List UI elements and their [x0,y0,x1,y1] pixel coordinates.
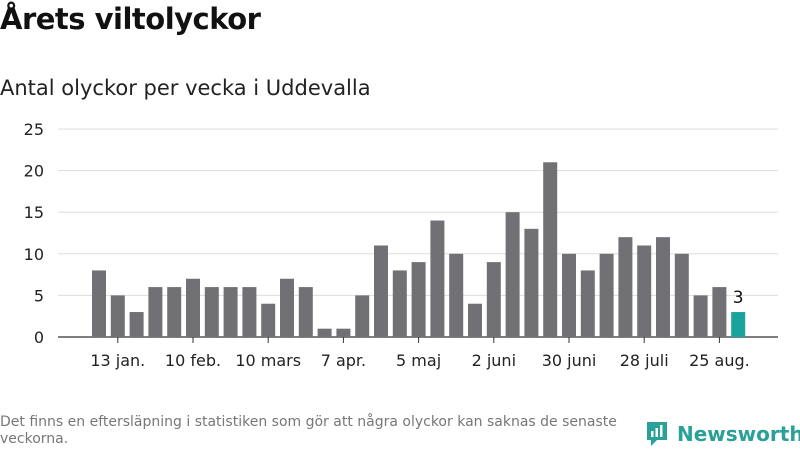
bar [637,245,652,337]
bar [392,270,407,337]
x-tick-label: 10 feb. [165,351,221,370]
x-tick-label: 5 maj [396,351,441,370]
bar [524,228,539,337]
data-label: 3 [733,288,744,308]
y-tick-label: 15 [24,203,44,222]
bar [430,220,445,337]
x-tick-label: 25 aug. [689,351,750,370]
bar [486,262,501,337]
x-tick-label: 30 juni [542,351,597,370]
footnote: Det finns en eftersläpning i statistiken… [0,414,617,447]
bar [505,212,520,337]
newsworthy-logo-icon [647,422,667,446]
bar [618,237,633,337]
bar [242,287,257,337]
bar [298,287,313,337]
bar [167,287,182,337]
bar [355,295,370,337]
bar [693,295,708,337]
bar-chart: 0 5 10 15 20 25 13 jan. 10 feb. 10 mars 7 apr. 5 m… [24,120,778,370]
bar [674,253,689,337]
x-tick-label: 7 apr. [321,351,366,370]
bar [449,253,464,337]
bar [599,253,614,337]
bar [186,278,200,337]
bar [712,287,727,337]
y-tick-label: 20 [24,162,44,181]
bar [336,328,351,337]
x-tick-label: 28 juli [620,351,669,370]
bar [580,270,595,337]
bar [92,270,106,337]
bar [543,162,558,337]
bar [562,253,576,337]
x-tick-label: 10 mars [235,351,301,370]
y-tick-label: 10 [24,245,44,264]
bar [411,262,426,337]
bar [317,328,332,337]
bar [261,303,276,337]
bar [374,245,388,337]
bar [280,278,294,337]
bar [656,237,670,337]
chart-title: Årets viltolyckor [0,2,261,36]
y-tick-label: 0 [34,328,44,347]
x-tick-label: 13 jan. [90,351,145,370]
bar [110,295,125,337]
x-tick-label: 2 juni [472,351,516,370]
bar [731,312,746,337]
chart-subtitle: Antal olyckor per vecka i Uddevalla [0,76,371,100]
bar [148,287,163,337]
brand-logo: Newsworthy [645,420,800,448]
y-tick-label: 5 [34,286,44,305]
brand-name: Newsworthy [677,422,800,446]
bar [204,287,219,337]
bar [223,287,238,337]
bar [468,303,482,337]
bar [129,312,144,337]
y-tick-label: 25 [24,120,44,139]
